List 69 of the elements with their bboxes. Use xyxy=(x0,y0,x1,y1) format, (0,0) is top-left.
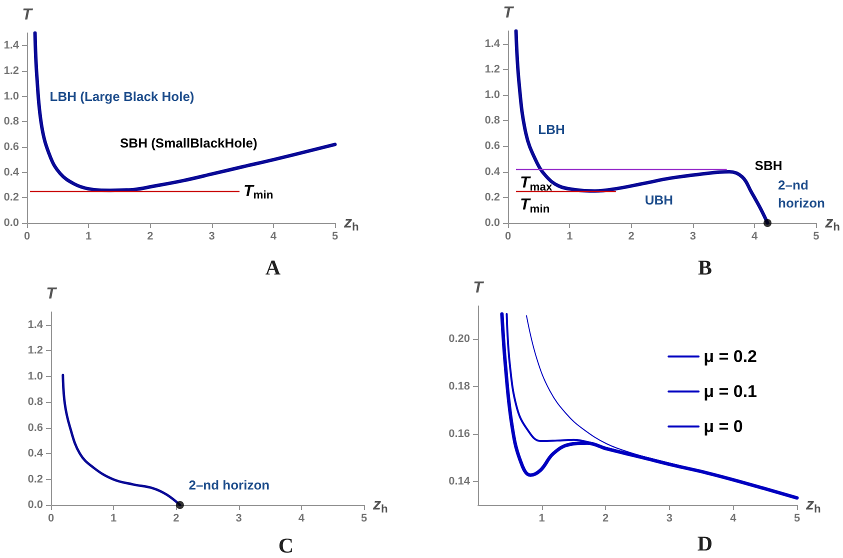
x-tick-label: 0 xyxy=(48,512,54,524)
legend-label: μ = 0.2 xyxy=(704,347,758,366)
y-tick-label: 1.2 xyxy=(28,344,43,357)
x-tick-label: 1 xyxy=(86,230,92,242)
annotation: LBH xyxy=(538,122,565,137)
y-tick-label: 0.8 xyxy=(4,116,19,128)
annotation: 2–nd horizon xyxy=(188,478,270,493)
y-tick-label: 0.6 xyxy=(4,141,19,153)
y-tick-label: 0.4 xyxy=(28,448,44,460)
x-tick-label: 3 xyxy=(236,512,242,524)
x-tick-label: 3 xyxy=(690,230,696,242)
text: B xyxy=(698,256,712,280)
y-tick-label: 0.4 xyxy=(484,166,501,178)
y-tick-label: 1.4 xyxy=(28,318,44,331)
x-tick-label: 4 xyxy=(270,230,278,242)
x-tick-label: 2 xyxy=(147,230,154,242)
y-axis-title: T xyxy=(473,280,484,296)
annotation: SBH (SmallBlackHole) xyxy=(120,136,258,151)
y-tick-label: 0.18 xyxy=(448,380,470,393)
x-tick-label: 3 xyxy=(666,512,672,524)
x-tick-label: 2 xyxy=(602,512,609,524)
x-tick-label: 4 xyxy=(298,512,306,524)
x-tick-label: 1 xyxy=(110,512,117,524)
y-tick-label: 0.20 xyxy=(448,333,470,346)
x-tick-label: 5 xyxy=(332,230,338,242)
x-tick-label: 2 xyxy=(173,512,180,524)
y-tick-label: 0.4 xyxy=(4,166,20,178)
y-tick-label: 0.2 xyxy=(28,473,43,486)
text: D xyxy=(697,532,713,556)
y-tick-label: 1.0 xyxy=(484,89,500,101)
y-tick-label: 0.8 xyxy=(28,396,43,408)
x-tick-label: 3 xyxy=(208,230,215,242)
x-tick-label: 5 xyxy=(813,230,820,242)
y-tick-label: 0.2 xyxy=(484,191,500,204)
text: A xyxy=(265,256,282,280)
x-tick-label: 5 xyxy=(360,512,368,524)
y-tick-label: 1.0 xyxy=(4,90,19,102)
x-tick-label: 1 xyxy=(538,512,545,524)
y-tick-label: 1.2 xyxy=(4,65,19,77)
y-tick-label: 1.4 xyxy=(484,38,501,50)
annotation: LBH (Large Black Hole) xyxy=(50,88,194,104)
x-tick-label: 2 xyxy=(628,230,634,242)
y-tick-label: 0.14 xyxy=(448,475,471,488)
y-tick-label: 0.0 xyxy=(28,499,43,511)
y-axis-title: T xyxy=(46,286,58,302)
x-tick-label: 0 xyxy=(504,230,512,242)
y-tick-label: 0.16 xyxy=(448,428,470,440)
y-tick-label: 1.0 xyxy=(28,370,43,382)
x-tick-label: 4 xyxy=(730,512,738,524)
y-tick-label: 0.2 xyxy=(4,192,19,204)
x-tick-label: 5 xyxy=(794,512,800,524)
annotation: 2–nd horizon xyxy=(778,178,826,211)
y-axis-title: T xyxy=(22,6,34,24)
legend-label: μ = 0 xyxy=(704,417,743,436)
y-tick-label: 0.6 xyxy=(484,140,500,152)
legend-label: μ = 0.1 xyxy=(704,382,758,401)
x-tick-label: 4 xyxy=(752,230,759,242)
y-tick-label: 0.6 xyxy=(28,422,43,434)
y-tick-label: 0.8 xyxy=(484,114,500,127)
y-axis-title: T xyxy=(503,4,514,22)
x-tick-label: 0 xyxy=(24,230,30,242)
annotation: SBH xyxy=(754,158,782,173)
y-tick-label: 0.0 xyxy=(4,217,19,229)
y-tick-label: 0.0 xyxy=(484,217,500,229)
y-tick-label: 1.4 xyxy=(4,40,20,52)
y-tick-label: 1.2 xyxy=(484,63,500,76)
annotation: UBH xyxy=(644,192,674,208)
text: C xyxy=(278,534,294,558)
x-tick-label: 1 xyxy=(566,230,573,242)
